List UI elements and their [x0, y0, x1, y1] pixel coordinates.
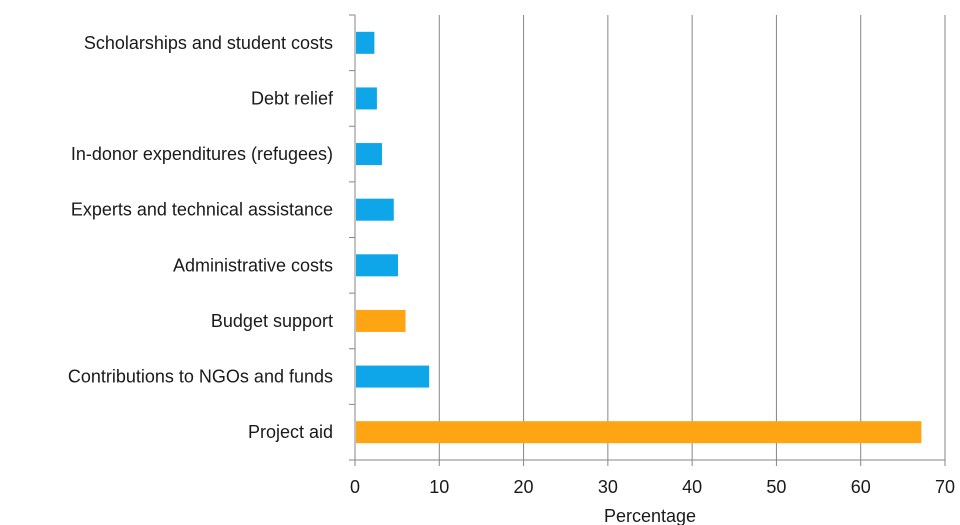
bar	[356, 31, 375, 54]
category-label: Project aid	[248, 422, 333, 442]
bar	[356, 254, 398, 277]
x-axis-title: Percentage	[604, 506, 696, 525]
category-label: Administrative costs	[173, 255, 333, 275]
x-tick-label: 60	[851, 477, 871, 497]
category-label: Scholarships and student costs	[84, 33, 333, 53]
x-tick-label: 10	[429, 477, 449, 497]
bars	[356, 31, 922, 444]
gridlines	[438, 15, 946, 460]
x-tick-label: 20	[514, 477, 534, 497]
x-tick-label: 30	[598, 477, 618, 497]
labels: 0 10 20 30 40 50 60 70 Scholarships and student …	[68, 33, 955, 497]
bar	[356, 143, 382, 166]
x-tick-label: 70	[935, 477, 955, 497]
axes	[349, 14, 946, 466]
bar	[356, 365, 430, 388]
category-label: Contributions to NGOs and funds	[68, 367, 333, 387]
bar	[356, 198, 394, 221]
category-label: Debt relief	[251, 88, 334, 108]
x-tick-label: 0	[350, 477, 360, 497]
category-label: Budget support	[211, 311, 333, 331]
bar	[356, 309, 406, 332]
bar	[356, 421, 922, 444]
x-tick-label: 50	[766, 477, 786, 497]
bar	[356, 87, 377, 110]
category-label: Experts and technical assistance	[71, 200, 333, 220]
category-label: In-donor expenditures (refugees)	[71, 144, 333, 164]
x-tick-label: 40	[682, 477, 702, 497]
